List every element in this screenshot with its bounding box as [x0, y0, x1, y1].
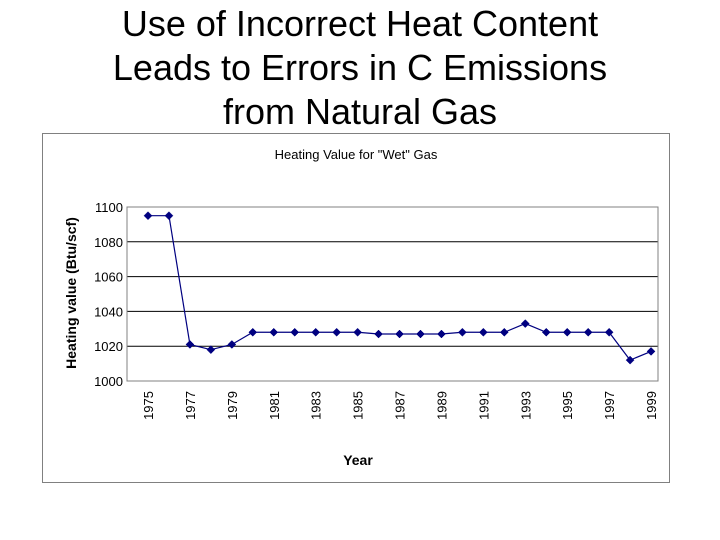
y-tick-label: 1020 — [94, 339, 123, 354]
data-point-marker — [520, 319, 530, 328]
x-tick-label: 1979 — [225, 391, 240, 420]
data-point-marker — [143, 211, 153, 221]
data-point-marker — [541, 327, 551, 337]
data-point-marker — [164, 211, 174, 221]
x-tick-label: 1999 — [644, 391, 659, 420]
data-point-marker — [290, 327, 300, 337]
data-point-marker — [185, 340, 195, 349]
plot-area — [126, 206, 659, 382]
x-tick-label: 1997 — [602, 391, 617, 420]
data-point-marker — [227, 340, 237, 349]
slide-title-line-3: from Natural Gas — [222, 91, 498, 132]
y-tick-label: 1080 — [94, 235, 123, 250]
chart-frame — [42, 133, 670, 483]
y-tick-label: 1060 — [94, 270, 123, 285]
y-tick-label: 1100 — [95, 200, 123, 215]
data-point-marker — [458, 327, 467, 337]
data-point-marker — [562, 327, 572, 337]
x-tick-label: 1987 — [393, 391, 408, 420]
data-point-marker — [479, 327, 488, 337]
data-point-marker — [499, 327, 509, 337]
data-point-marker — [625, 355, 635, 365]
data-point-marker — [311, 327, 321, 337]
slide-title-line-2: Leads to Errors in C Emissions — [112, 47, 608, 88]
x-tick-label: 1993 — [518, 391, 533, 420]
slide-title-line-1: Use of Incorrect Heat Content — [121, 3, 599, 44]
data-point-marker — [646, 347, 656, 356]
y-axis-label: Heating value (Btu/scf) — [63, 217, 79, 369]
chart-title: Heating Value for "Wet" Gas — [275, 147, 438, 162]
data-point-marker — [374, 329, 383, 339]
data-point-marker — [353, 327, 362, 337]
data-point-marker — [332, 327, 341, 337]
x-tick-label: 1975 — [141, 391, 156, 420]
x-tick-label: 1989 — [434, 391, 449, 420]
series-line — [148, 215, 652, 361]
x-tick-label: 1977 — [183, 391, 198, 420]
data-point-marker — [604, 327, 614, 337]
x-tick-label: 1985 — [351, 391, 366, 420]
y-tick-label: 1000 — [94, 374, 123, 389]
data-point-marker — [416, 329, 425, 339]
x-tick-label: 1981 — [267, 391, 282, 420]
data-point-marker — [395, 329, 404, 339]
data-point-marker — [206, 345, 216, 355]
x-axis-label: Year — [343, 452, 373, 468]
x-tick-label: 1995 — [560, 391, 575, 420]
x-tick-label: 1983 — [309, 391, 324, 420]
data-point-marker — [248, 327, 258, 337]
x-tick-label: 1991 — [476, 391, 491, 420]
data-point-marker — [269, 327, 279, 337]
y-tick-label: 1040 — [94, 304, 123, 319]
slide-title: Use of Incorrect Heat Content Leads to E… — [0, 2, 720, 134]
data-point-marker — [437, 329, 446, 339]
data-point-marker — [583, 327, 593, 337]
